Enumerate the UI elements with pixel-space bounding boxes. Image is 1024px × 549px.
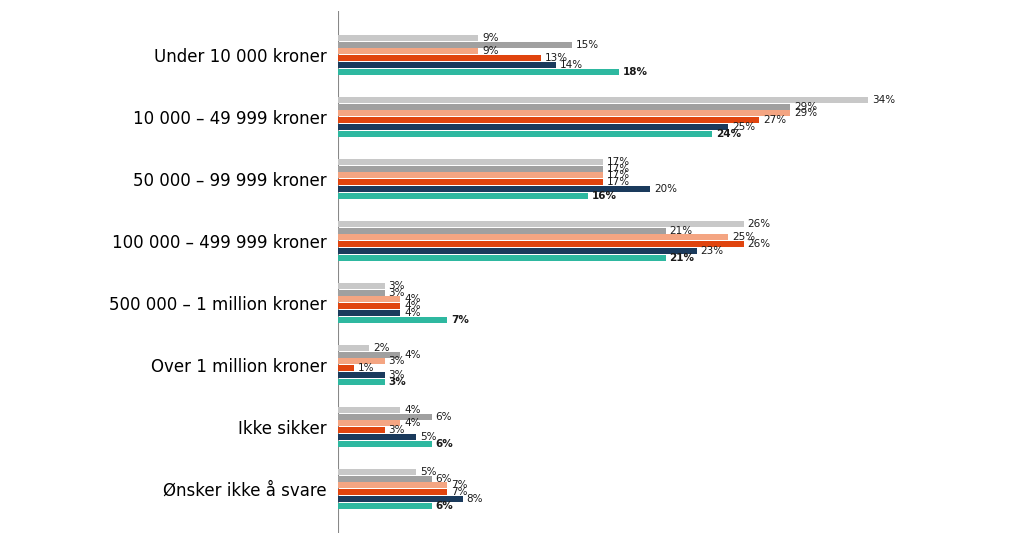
Bar <box>338 303 400 309</box>
Bar <box>338 310 400 316</box>
Text: 13%: 13% <box>545 53 567 63</box>
Bar <box>338 372 385 378</box>
Text: 17%: 17% <box>607 170 630 180</box>
Bar <box>338 110 791 116</box>
Text: 6%: 6% <box>435 474 452 484</box>
Bar <box>338 172 603 178</box>
Text: 7%: 7% <box>451 315 469 325</box>
Text: 21%: 21% <box>670 226 692 236</box>
Bar <box>338 503 431 509</box>
Bar <box>338 365 353 371</box>
Text: 25%: 25% <box>732 122 755 132</box>
Text: 17%: 17% <box>607 164 630 173</box>
Text: 4%: 4% <box>404 301 421 311</box>
Text: 3%: 3% <box>389 288 406 298</box>
Text: 3%: 3% <box>389 281 406 291</box>
Bar <box>338 351 400 357</box>
Bar <box>338 441 431 447</box>
Bar <box>338 407 400 413</box>
Bar <box>338 289 385 295</box>
Text: 8%: 8% <box>467 494 483 504</box>
Text: 14%: 14% <box>560 60 584 70</box>
Text: 16%: 16% <box>592 191 616 201</box>
Text: 5%: 5% <box>420 467 436 477</box>
Text: 18%: 18% <box>623 67 648 77</box>
Bar <box>338 221 743 227</box>
Text: 9%: 9% <box>482 46 499 57</box>
Bar <box>338 421 400 427</box>
Bar <box>338 62 556 68</box>
Text: 5%: 5% <box>420 432 436 442</box>
Text: 17%: 17% <box>607 177 630 187</box>
Bar <box>338 317 447 323</box>
Bar <box>338 35 478 41</box>
Text: 2%: 2% <box>373 343 389 352</box>
Bar <box>338 483 447 489</box>
Text: 6%: 6% <box>435 439 454 449</box>
Text: 26%: 26% <box>748 219 771 229</box>
Bar <box>338 159 603 165</box>
Bar <box>338 283 385 289</box>
Text: 25%: 25% <box>732 232 755 242</box>
Text: 17%: 17% <box>607 156 630 167</box>
Text: 3%: 3% <box>389 356 406 366</box>
Bar <box>338 104 791 109</box>
Text: 1%: 1% <box>357 363 374 373</box>
Bar <box>338 248 696 254</box>
Bar <box>338 489 447 495</box>
Text: 7%: 7% <box>451 487 468 497</box>
Bar <box>338 469 416 475</box>
Bar <box>338 124 728 130</box>
Bar <box>338 234 728 240</box>
Bar <box>338 131 713 137</box>
Bar <box>338 165 603 171</box>
Bar <box>338 496 463 502</box>
Bar <box>338 434 416 440</box>
Bar <box>338 296 400 302</box>
Text: 24%: 24% <box>717 129 741 139</box>
Bar <box>338 42 572 48</box>
Text: 29%: 29% <box>795 108 817 119</box>
Text: 4%: 4% <box>404 418 421 428</box>
Bar <box>338 345 369 351</box>
Text: 4%: 4% <box>404 294 421 304</box>
Bar <box>338 475 431 481</box>
Text: 9%: 9% <box>482 33 499 43</box>
Text: 34%: 34% <box>872 94 895 105</box>
Text: 15%: 15% <box>575 40 599 49</box>
Text: 4%: 4% <box>404 308 421 318</box>
Text: 26%: 26% <box>748 239 771 249</box>
Bar <box>338 48 478 54</box>
Text: 3%: 3% <box>389 377 407 387</box>
Bar <box>338 427 385 433</box>
Text: 21%: 21% <box>670 253 694 263</box>
Bar <box>338 413 431 419</box>
Bar <box>338 227 666 233</box>
Bar <box>338 97 868 103</box>
Text: 3%: 3% <box>389 370 406 380</box>
Bar <box>338 186 650 192</box>
Text: 20%: 20% <box>654 184 677 194</box>
Bar <box>338 179 603 185</box>
Bar <box>338 193 588 199</box>
Bar <box>338 241 743 247</box>
Text: 4%: 4% <box>404 405 421 414</box>
Bar <box>338 55 541 61</box>
Bar <box>338 379 385 385</box>
Text: 4%: 4% <box>404 350 421 360</box>
Text: 27%: 27% <box>763 115 786 125</box>
Bar <box>338 255 666 261</box>
Text: 6%: 6% <box>435 412 452 422</box>
Text: 3%: 3% <box>389 425 406 435</box>
Text: 23%: 23% <box>700 246 724 256</box>
Text: 29%: 29% <box>795 102 817 111</box>
Text: 7%: 7% <box>451 480 468 490</box>
Bar <box>338 69 618 75</box>
Bar <box>338 358 385 365</box>
Text: 6%: 6% <box>435 501 454 511</box>
Bar <box>338 117 759 123</box>
